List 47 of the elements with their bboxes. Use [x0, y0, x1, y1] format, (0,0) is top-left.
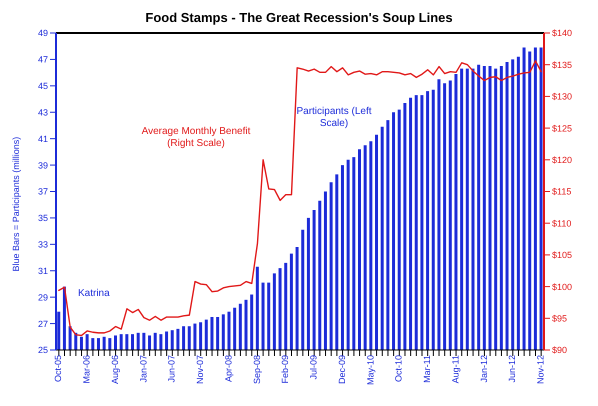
- annotation: Katrina: [78, 288, 110, 300]
- x-tick-label: Jan-07: [138, 355, 148, 383]
- x-tick-label: Aug-06: [110, 355, 120, 384]
- y2-tick-label: $110: [552, 218, 572, 228]
- y2-tick-label: $115: [552, 186, 572, 197]
- y2-tick-label: $100: [552, 282, 572, 292]
- y-tick-label: 39: [38, 160, 48, 170]
- y-tick-label: 47: [38, 54, 48, 65]
- x-tick-label: Jan-12: [478, 355, 489, 383]
- y-tick-label: 31: [38, 266, 48, 276]
- y2-tick-label: $90: [552, 345, 568, 356]
- y2-tick-label: $105: [552, 250, 572, 260]
- y-tick-label: 37: [38, 186, 48, 197]
- y-tick-label: 45: [38, 81, 48, 92]
- y2-tick-label: $135: [552, 60, 572, 70]
- y-tick-label: 35: [38, 213, 48, 224]
- y-tick-label: 41: [38, 134, 48, 144]
- x-tick-label: Aug-11: [450, 355, 460, 384]
- x-tick-label: May-10: [365, 355, 376, 386]
- x-tick-label: Jul-09: [308, 355, 319, 380]
- y-tick-label: 27: [38, 318, 48, 329]
- x-tick-label: Nov-12: [536, 355, 546, 384]
- y-tick-label: 29: [38, 292, 48, 302]
- y-axis-title: Blue Bars = Participants (millions): [11, 136, 22, 272]
- y2-tick-label: $125: [552, 123, 572, 134]
- series-label: Participants (Left Scale): [295, 106, 373, 130]
- y-tick-label: 49: [38, 28, 48, 38]
- x-tick-label: Mar-06: [82, 355, 92, 384]
- y2-tick-label: $130: [552, 92, 572, 102]
- y-tick-label: 33: [38, 240, 48, 250]
- y2-tick-label: $120: [552, 154, 572, 165]
- x-tick-label: Sep-08: [252, 355, 262, 384]
- chart-title: Food Stamps - The Great Recession's Soup Lines: [144, 10, 454, 25]
- y2-tick-label: $140: [552, 28, 572, 38]
- y-tick-label: 25: [38, 345, 48, 356]
- y-tick-label: 43: [38, 107, 48, 118]
- x-tick-label: Feb-09: [280, 355, 290, 384]
- series-label: Average Monthly Benefit (Right Scale): [140, 126, 252, 150]
- x-tick-label: Oct-10: [394, 355, 404, 382]
- x-tick-label: Jun-12: [507, 355, 518, 383]
- x-tick-label: Jun-07: [166, 355, 177, 383]
- x-tick-label: Nov-07: [195, 355, 206, 384]
- x-tick-label: Mar-11: [422, 355, 432, 383]
- x-tick-label: Dec-09: [336, 355, 347, 384]
- y2-tick-label: $95: [552, 313, 568, 324]
- x-tick-label: Oct-05: [53, 355, 64, 382]
- x-tick-label: Apr-08: [223, 355, 234, 382]
